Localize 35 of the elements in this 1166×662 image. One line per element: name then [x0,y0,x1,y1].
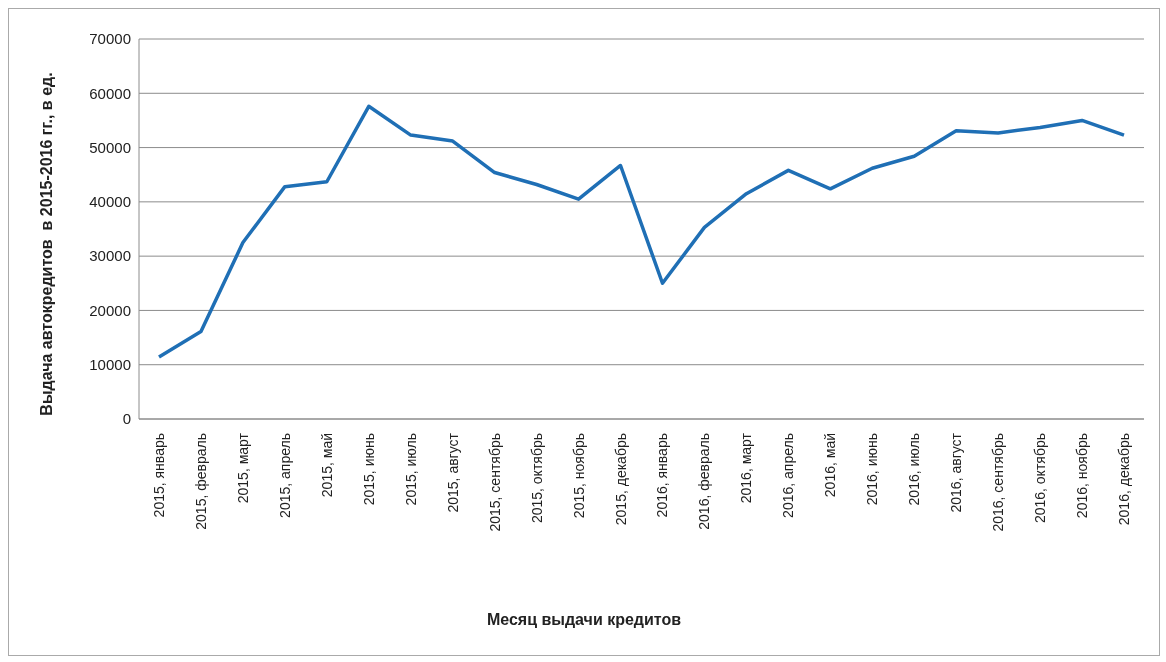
x-tick-label: 2015, февраль [192,433,209,530]
line-series [157,104,1126,359]
x-tick-label: 2015, май [318,433,335,498]
x-tick-label: 2015, март [234,432,251,504]
x-tick-label: 2016, май [822,433,839,498]
x-tick-label: 2016, февраль [696,433,713,530]
x-tick-label: 2016, декабрь [1116,433,1132,526]
x-tick-label: 2016, август [948,432,965,513]
x-tick-label: 2015, декабрь [612,433,629,526]
y-tick-label: 30000 [89,247,131,265]
x-tick-label: 2016, март [738,432,755,504]
x-tick-label: 2015, октябрь [528,433,545,524]
y-tick-label: 20000 [89,301,131,319]
x-tick-label: 2015, ноябрь [570,433,587,519]
y-tick-label: 40000 [89,193,131,211]
x-tick-label: 2015, сентябрь [486,433,503,532]
x-tick-label: 2015, июль [402,433,419,506]
y-tick-label: 60000 [89,84,131,102]
x-tick-label: 2016, апрель [780,433,797,518]
x-axis-title: Месяц выдачи кредитов [485,611,683,629]
x-tick-label: 2016, январь [654,433,671,518]
y-tick-label: 50000 [89,138,131,156]
x-tick-label: 2015, август [444,432,461,513]
x-tick-label: 2015, январь [151,433,167,518]
x-tick-label: 2016, октябрь [1032,433,1049,524]
x-tick-label: 2016, июль [906,433,923,506]
x-tick-label: 2016, сентябрь [990,433,1007,532]
y-tick-label: 0 [122,410,131,428]
y-axis-title: Выдача автокредитов в 2015-2016 гг., в ед. [38,72,56,416]
x-tick-label: 2015, апрель [276,433,293,518]
y-tick-label: 70000 [89,30,131,48]
x-tick-label: 2015, июнь [360,433,377,506]
x-tick-label: 2016, июнь [864,433,881,506]
y-tick-label: 10000 [89,356,131,374]
x-tick-label: 2016, ноябрь [1074,433,1091,519]
